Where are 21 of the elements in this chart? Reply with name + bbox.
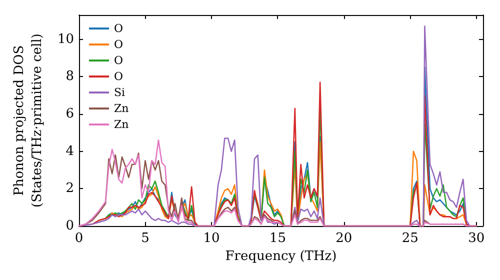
legend-label: O — [114, 70, 124, 83]
y-tick-label: 2 — [66, 181, 74, 196]
legend-label: O — [114, 38, 124, 51]
x-tick-label: 5 — [141, 231, 150, 246]
y-tick-label: 8 — [66, 69, 74, 84]
legend-label: Si — [114, 86, 126, 99]
x-axis-title: Frequency (THz) — [225, 249, 337, 264]
x-tick-label: 25 — [402, 231, 418, 246]
x-tick-label: 20 — [336, 231, 352, 246]
x-tick-label: 30 — [468, 231, 485, 246]
y-tick-label: 4 — [66, 144, 74, 159]
y-tick-label: 10 — [57, 32, 74, 47]
x-tick-label: 10 — [203, 231, 220, 246]
legend-label: O — [114, 22, 124, 35]
y-tick-label: 0 — [66, 218, 74, 234]
y-tick-label: 6 — [66, 106, 74, 122]
y-axis-title: Phonon projected DOS (States/THz·primitive cell) — [12, 33, 46, 208]
legend-label: O — [114, 54, 124, 67]
legend-label: Zn — [114, 102, 129, 115]
legend-label: Zn — [114, 118, 129, 131]
x-tick-label: 15 — [269, 231, 286, 246]
